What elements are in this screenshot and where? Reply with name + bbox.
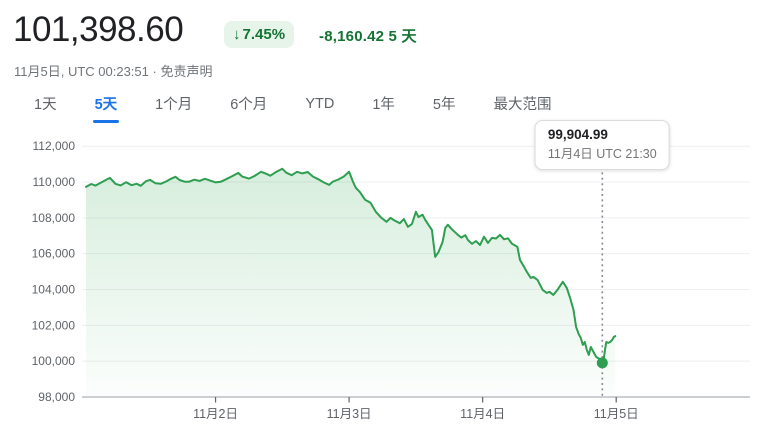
svg-text:110,000: 110,000 [33, 175, 76, 189]
tab-6个月[interactable]: 6个月 [230, 91, 267, 123]
svg-text:11月5日: 11月5日 [594, 407, 639, 421]
marker-dot [596, 357, 608, 369]
change-percent-value: 7.45% [242, 26, 286, 43]
svg-text:11月3日: 11月3日 [327, 407, 372, 421]
svg-text:98,000: 98,000 [38, 390, 75, 404]
timestamp-line: 11月5日, UTC 00:23:51 · 免责声明 [14, 61, 212, 80]
svg-text:102,000: 102,000 [32, 318, 76, 332]
svg-text:11月4日: 11月4日 [460, 407, 505, 421]
chart-area-fill [86, 168, 616, 397]
x-axis: 11月2日 11月3日 11月4日 11月5日 [82, 396, 750, 421]
svg-text:106,000: 106,000 [32, 247, 76, 261]
price-line [85, 167, 617, 364]
tab-YTD[interactable]: YTD [305, 91, 334, 123]
change-amount: -8,160.42 5 天 [319, 28, 417, 45]
tooltip-time: 11月4日 UTC 21:30 [547, 147, 657, 161]
svg-text:104,000: 104,000 [32, 283, 76, 297]
tab-最大范围[interactable]: 最大范围 [493, 91, 551, 123]
svg-text:11月2日: 11月2日 [193, 407, 238, 421]
tab-5天[interactable]: 5天 [92, 91, 119, 123]
svg-text:100,000: 100,000 [32, 354, 76, 368]
range-tabs: 1天 5天 1个月 6个月 YTD 1年 5年 最大范围 [34, 91, 551, 123]
current-price: 101,398.60 [13, 10, 184, 49]
svg-text:108,000: 108,000 [32, 211, 76, 225]
chart-tooltip: 99,904.99 11月4日 UTC 21:30 [534, 120, 670, 170]
disclaimer-link[interactable]: 免责声明 [160, 64, 213, 79]
y-axis-labels: 112,000 110,000 108,000 106,000 104,000 102,0… [32, 139, 76, 404]
change-percent-badge: ↓ 7.45% [224, 21, 295, 48]
tab-1天[interactable]: 1天 [34, 91, 57, 123]
svg-text:112,000: 112,000 [33, 139, 76, 153]
tab-5年[interactable]: 5年 [433, 91, 456, 123]
tooltip-price: 99,904.99 [547, 127, 608, 142]
down-arrow-icon: ↓ [233, 26, 241, 43]
timestamp: 11月5日, UTC 00:23:51 [14, 64, 149, 79]
tab-1个月[interactable]: 1个月 [155, 91, 192, 123]
chart-canvas[interactable]: 112,000 110,000 108,000 106,000 104,000 102,0… [0, 130, 775, 439]
dot-separator: · [148, 64, 161, 79]
tab-1年[interactable]: 1年 [372, 91, 395, 123]
price-chart[interactable]: 112,000 110,000 108,000 106,000 104,000 102,0… [0, 130, 775, 439]
